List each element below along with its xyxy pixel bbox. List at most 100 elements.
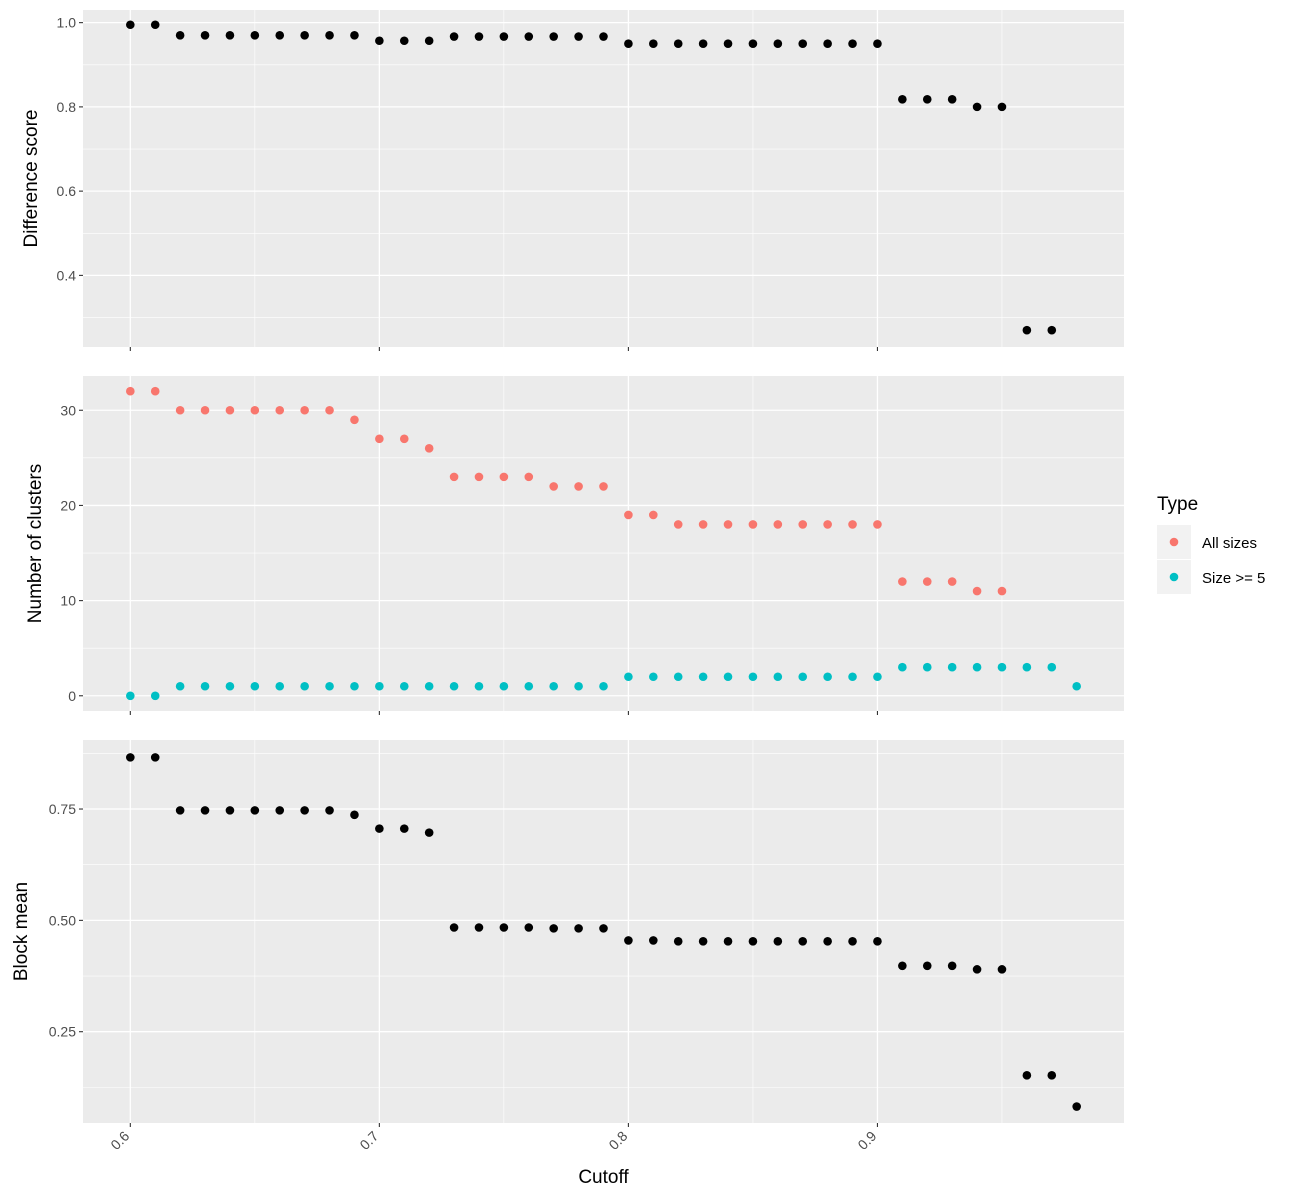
data-point [524,923,534,932]
data-point [275,806,285,815]
data-point [574,482,583,491]
data-point [474,681,484,691]
legend: Type All sizes Size >= 5 [1157,494,1265,594]
data-point [549,681,558,691]
data-point [350,415,359,425]
data-point [698,39,708,48]
data-point [499,923,509,932]
data-point [499,681,509,691]
data-point [126,753,135,762]
panel-1: 0.4 0.6 0.8 1.0 Difference score [21,10,1124,351]
data-point [922,961,932,971]
data-point [922,662,932,672]
data-point [773,39,783,48]
legend-key-marker [1169,572,1179,582]
data-point [375,824,384,833]
data-point [798,520,808,529]
data-point [150,691,160,701]
data-point [1022,662,1032,672]
data-point [549,924,558,933]
data-point [673,520,683,529]
data-point [150,20,160,30]
data-point [773,520,783,529]
data-point [997,586,1007,596]
data-point [972,102,982,112]
data-point [922,577,932,586]
data-point [126,691,135,701]
data-point [399,824,409,833]
data-point [350,681,359,691]
y-axis-title: Difference score [21,110,42,248]
y-tick-label: 0.75 [49,801,76,817]
data-point [624,39,633,48]
data-point [449,32,459,41]
x-axis-title: Cutoff [578,1167,629,1188]
x-tick-label: 0.6 [107,1128,132,1153]
data-point [848,936,857,946]
data-point [200,806,210,815]
data-point [649,510,658,520]
legend-label: Size >= 5 [1202,570,1265,587]
data-point [947,662,957,672]
data-point [275,681,285,691]
data-point [250,806,260,815]
data-point [773,936,783,946]
data-point [225,681,235,691]
y-tick-label: 0 [68,688,76,704]
data-point [649,672,658,682]
data-point [947,95,957,104]
data-point [599,924,608,933]
y-tick-label: 0.25 [49,1024,76,1040]
data-point [798,936,808,946]
legend-title: Type [1157,494,1198,515]
data-point [300,681,309,691]
data-point [1072,1102,1081,1111]
data-point [823,936,832,946]
data-point [325,681,334,691]
data-point [599,482,608,491]
data-point [126,386,135,396]
y-tick-label: 0.4 [57,267,77,283]
data-point [200,30,210,40]
data-point [325,30,334,40]
data-point [300,30,309,40]
data-point [474,472,484,482]
data-point [723,39,733,48]
data-point [898,95,907,104]
data-point [649,39,658,48]
y-tick-label: 20 [60,497,76,513]
data-point [499,32,509,41]
data-point [698,672,708,682]
panel-3: 0.25 0.50 0.75 Block mean [11,740,1124,1127]
data-point [972,662,982,672]
data-point [599,681,608,691]
data-point [350,810,359,820]
y-tick-label: 0.8 [57,99,77,115]
data-point [972,586,982,596]
data-point [673,672,683,682]
data-point [997,102,1007,112]
x-tick-label: 0.9 [854,1128,879,1153]
panel-2: 0 10 20 30 Number of clusters [25,376,1124,715]
data-point [649,936,658,945]
data-point [848,39,857,48]
data-point [624,936,633,945]
data-point [1047,662,1057,672]
data-point [873,39,882,48]
data-point [873,936,882,946]
data-point [823,672,832,682]
data-point [399,681,409,691]
data-point [599,32,608,41]
data-point [399,434,409,444]
data-point [748,672,758,682]
data-point [474,923,484,932]
data-point [175,806,185,815]
data-point [549,32,558,41]
data-point [524,472,534,482]
data-point [823,520,832,529]
y-axis-title: Number of clusters [25,464,46,623]
data-point [549,482,558,491]
data-point [375,36,384,46]
legend-label: All sizes [1202,535,1257,552]
data-point [499,472,509,482]
